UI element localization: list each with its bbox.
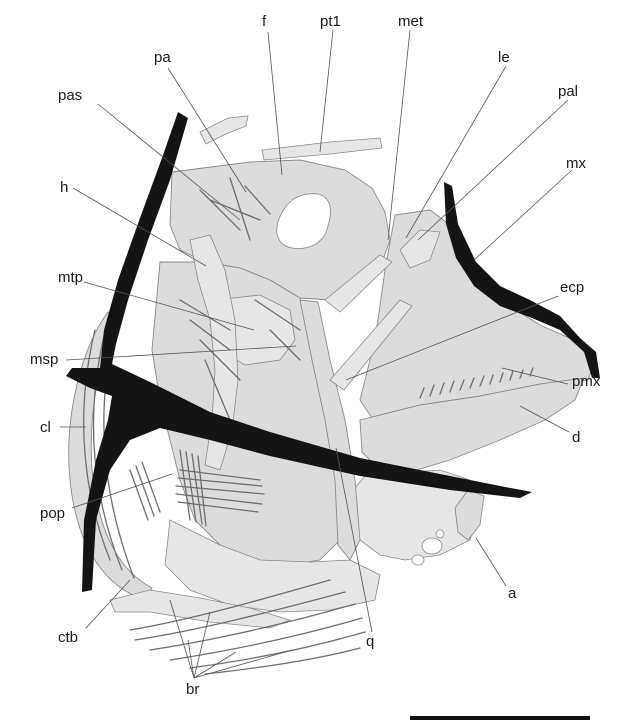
branchial-bone [164, 519, 381, 613]
label-pa: pa [154, 49, 171, 66]
label-ecp: ecp [560, 279, 584, 296]
label-ctb: ctb [58, 629, 78, 646]
label-pas: pas [58, 87, 82, 104]
scale-bar [410, 716, 590, 720]
label-pt1: pt1 [320, 13, 341, 30]
crack-right [444, 182, 600, 378]
label-cl: cl [40, 419, 51, 436]
label-msp: msp [30, 351, 58, 368]
label-br: br [186, 681, 199, 698]
label-h: h [60, 179, 68, 196]
label-a: a [508, 585, 517, 602]
crack-left [66, 112, 532, 592]
matrix-cracks [66, 112, 600, 592]
leader-lines [60, 29, 573, 679]
label-le: le [498, 49, 510, 66]
label-pop: pop [40, 505, 65, 522]
anatomical-labels: pa f pt1 met le pal pas h mx mtp ecp msp… [30, 13, 601, 698]
label-d: d [572, 429, 580, 446]
label-mx: mx [566, 155, 586, 172]
label-f: f [262, 13, 267, 30]
orbit-hole [276, 193, 331, 249]
label-met: met [398, 13, 424, 30]
label-q: q [366, 633, 374, 650]
label-pal: pal [558, 83, 578, 100]
pt1-bone [261, 137, 383, 161]
branchiostegal-rays [129, 449, 366, 675]
fossil-drawing [66, 112, 600, 675]
label-mtp: mtp [58, 269, 83, 286]
label-pmx: pmx [572, 373, 601, 390]
